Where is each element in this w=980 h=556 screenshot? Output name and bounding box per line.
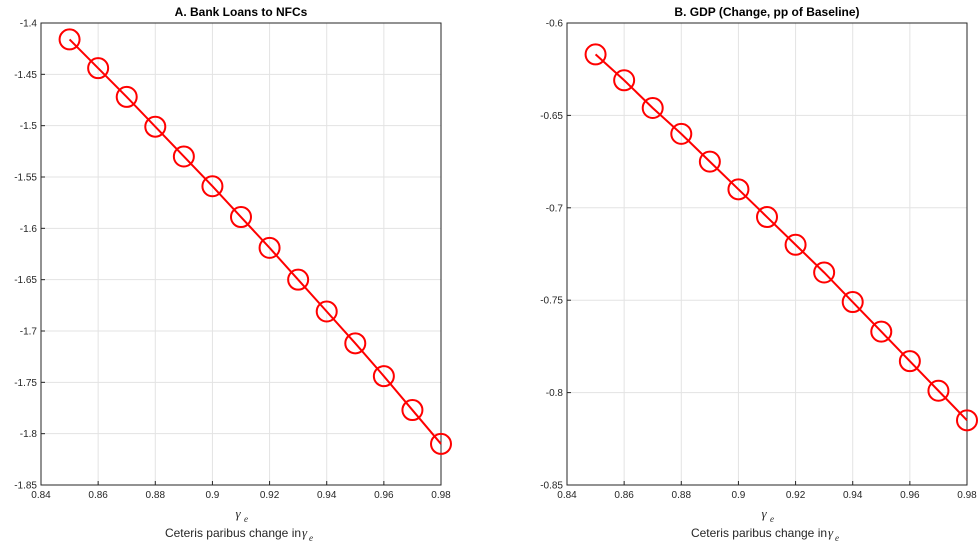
panel-b-xtick-label-6: 0.96 xyxy=(900,490,920,501)
panel-a-caption-symbol: γ xyxy=(302,525,308,540)
panel-a-xtick-label-1: 0.86 xyxy=(88,490,108,501)
panel-b: B. GDP (Change, pp of Baseline) 0.84 0.86… xyxy=(540,5,978,543)
panel-a: A. Bank Loans to NFCs 0.84 0.86 0.88 0.9 0.9… xyxy=(14,5,452,543)
panel-a-data-point-4 xyxy=(172,145,195,168)
panel-a-ytick-label-0: -1.4 xyxy=(20,19,38,30)
panel-a-ytick-label-9: -1.85 xyxy=(14,481,37,492)
panel-a-data-point-7 xyxy=(258,236,281,259)
panel-a-xtick-label-5: 0.94 xyxy=(317,490,337,501)
panel-b-data-point-9 xyxy=(841,291,864,314)
panel-a-xlabel-sub: e xyxy=(244,514,248,524)
panel-b-xtick-label-2: 0.88 xyxy=(672,490,692,501)
panel-b-ytick-label-4: -0.8 xyxy=(546,388,564,399)
panel-b-xlabel: γ xyxy=(761,506,767,521)
panel-b-data-point-13 xyxy=(956,409,978,432)
panel-b-xlabel-sub: e xyxy=(770,514,774,524)
panel-b-ytick-label-3: -0.75 xyxy=(540,296,563,307)
panel-a-title: A. Bank Loans to NFCs xyxy=(175,5,308,19)
panel-b-data-point-7 xyxy=(784,233,807,256)
panel-b-series-line xyxy=(594,53,968,422)
panel-b-xtick-label-5: 0.94 xyxy=(843,490,863,501)
panel-b-ytick-label-2: -0.7 xyxy=(546,203,564,214)
panel-b-data-point-8 xyxy=(813,261,836,284)
panel-a-data-point-10 xyxy=(344,332,367,355)
panel-b-data-point-10 xyxy=(870,320,893,343)
panel-b-data-point-0 xyxy=(584,43,607,66)
panel-a-ytick-label-1: -1.45 xyxy=(14,70,37,81)
panel-a-data-point-1 xyxy=(87,57,110,80)
panel-b-data-point-2 xyxy=(641,97,664,120)
panel-a-data-point-0 xyxy=(58,28,81,51)
panel-b-data-point-1 xyxy=(613,69,636,92)
panel-b-caption-symbol: γ xyxy=(828,525,834,540)
panel-a-xtick-label-6: 0.96 xyxy=(374,490,394,501)
panel-a-caption-sub: e xyxy=(309,533,313,543)
panel-b-ytick-label-5: -0.85 xyxy=(540,481,563,492)
panel-a-ytick-label-7: -1.75 xyxy=(14,378,37,389)
panel-a-ytick-label-3: -1.55 xyxy=(14,173,37,184)
panel-b-data-point-6 xyxy=(756,206,778,229)
panel-a-ytick-label-5: -1.65 xyxy=(14,275,37,286)
panel-a-caption: Ceteris paribus change in xyxy=(165,526,301,540)
panel-a-ytick-label-4: -1.6 xyxy=(20,224,38,235)
panel-b-title: B. GDP (Change, pp of Baseline) xyxy=(674,5,859,19)
panel-a-data-point-3 xyxy=(144,115,167,138)
panel-a-ytick-label-8: -1.8 xyxy=(20,429,38,440)
panel-a-data-point-9 xyxy=(315,300,338,323)
panel-b-xtick-label-4: 0.92 xyxy=(786,490,806,501)
panel-b-xtick-label-0: 0.84 xyxy=(557,490,577,501)
panel-a-data-point-13 xyxy=(430,432,452,455)
panel-b-ytick-label-1: -0.65 xyxy=(540,111,563,122)
panel-b-ytick-label-0: -0.6 xyxy=(546,19,564,30)
panel-b-caption: Ceteris paribus change in xyxy=(691,526,827,540)
panel-b-xtick-label-1: 0.86 xyxy=(614,490,634,501)
panel-a-axes-box xyxy=(40,22,442,486)
panel-a-data-point-6 xyxy=(230,206,252,229)
panel-a-xtick-label-4: 0.92 xyxy=(260,490,280,501)
panel-a-xtick-label-7: 0.98 xyxy=(431,490,451,501)
panel-a-xtick-label-0: 0.84 xyxy=(31,490,51,501)
panel-b-data-point-11 xyxy=(898,350,921,373)
panel-b-data-point-12 xyxy=(927,379,950,402)
panel-b-xtick-label-7: 0.98 xyxy=(957,490,977,501)
panel-a-xlabel: γ xyxy=(235,506,241,521)
panel-a-xtick-label-2: 0.88 xyxy=(146,490,166,501)
panel-b-axes-box xyxy=(566,22,968,486)
panel-a-xtick-label-3: 0.9 xyxy=(205,490,219,501)
panel-a-data-point-5 xyxy=(201,175,224,198)
panel-a-data-point-12 xyxy=(401,399,424,422)
panel-a-data-point-2 xyxy=(115,85,138,108)
panel-b-xtick-label-3: 0.9 xyxy=(731,490,745,501)
panel-b-data-point-3 xyxy=(670,122,693,145)
panel-a-ytick-label-6: -1.7 xyxy=(20,327,38,338)
panel-a-data-point-11 xyxy=(372,365,395,388)
panel-b-caption-sub: e xyxy=(835,533,839,543)
panel-a-series-line xyxy=(68,38,442,445)
panel-b-data-point-5 xyxy=(727,178,750,201)
panel-a-ytick-label-2: -1.5 xyxy=(20,121,38,132)
panel-b-data-point-4 xyxy=(698,150,721,173)
panel-a-data-point-8 xyxy=(287,268,310,291)
